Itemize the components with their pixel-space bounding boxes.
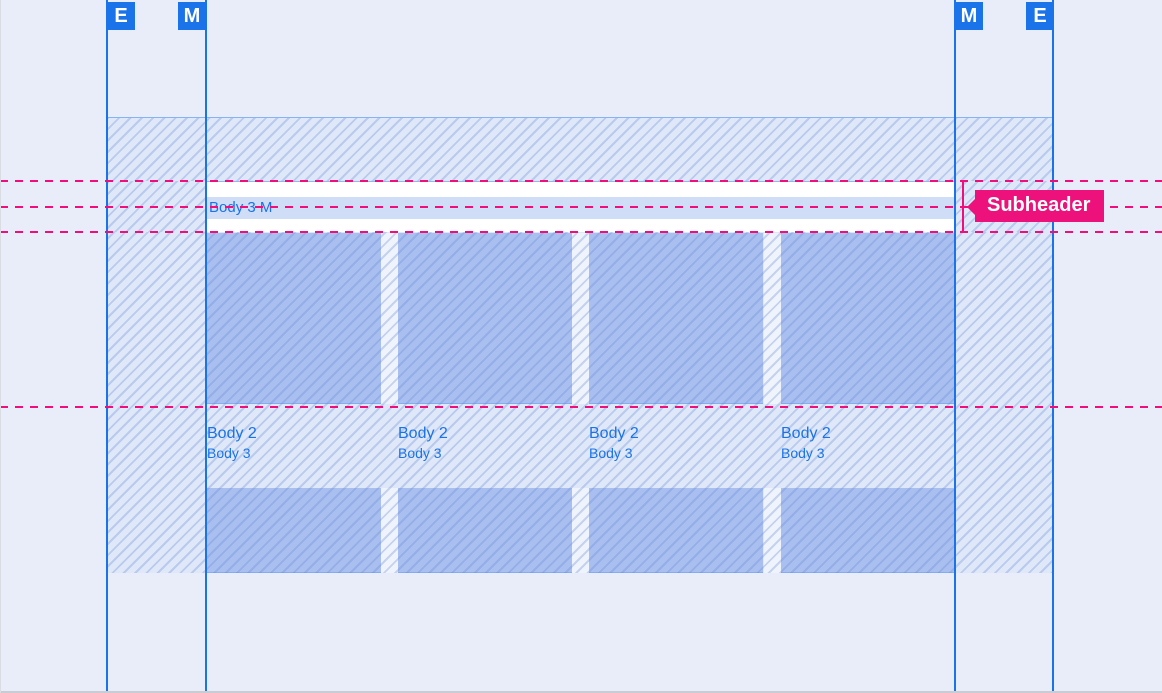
column-gutter [764,233,781,404]
column-title: Body 2 [589,425,639,442]
redline-measure-bracket [962,181,964,233]
column-gutter [572,488,589,573]
column-subtitle: Body 3 [781,445,825,461]
column-subtitle: Body 3 [398,445,442,461]
card-tile [781,233,955,404]
redline-subheader-middle [0,206,1162,208]
redline-subheader-bottom [0,231,1162,233]
keyline-left-outer [106,0,108,693]
redline-subheader-top [0,180,1162,182]
column-subtitle: Body 3 [589,445,633,461]
margin-marker-left: M [178,2,206,30]
frame-bottom-edge [0,691,1162,693]
subheader-pointer-icon [967,199,975,215]
edge-marker-right: E [1026,2,1054,30]
column-title: Body 2 [781,425,831,442]
keyline-left-inner [205,0,207,693]
subheader-row-highlight [207,197,955,219]
column-label: Body 2 Body 3 [207,423,257,463]
edge-marker-left: E [107,2,135,30]
keyline-right-inner [954,0,956,693]
column-title: Body 2 [398,425,448,442]
column-gutter [381,233,398,404]
column-subtitle: Body 3 [207,445,251,461]
card-tile [781,488,955,573]
card-tile [589,488,763,573]
hatch-overlay [107,232,1053,573]
card-tile [398,233,572,404]
column-label: Body 2 Body 3 [398,423,448,463]
column-gutter [764,488,781,573]
column-title: Body 2 [207,425,257,442]
card-tile [589,233,763,404]
card-tile [398,488,572,573]
card-tile [207,233,381,404]
subheader-annotation-chip: Subheader [975,190,1105,222]
subheader-bar-label: Body 3 M [209,197,272,219]
card-tile [207,488,381,573]
frame-left-edge [0,0,1,693]
keyline-right-outer [1052,0,1054,693]
margin-marker-right: M [955,2,983,30]
redline-card-bottom [0,406,1162,408]
hatch-overlay [107,118,1053,181]
column-gutter [381,488,398,573]
column-gutter [572,233,589,404]
column-label: Body 2 Body 3 [781,423,831,463]
column-label: Body 2 Body 3 [589,423,639,463]
